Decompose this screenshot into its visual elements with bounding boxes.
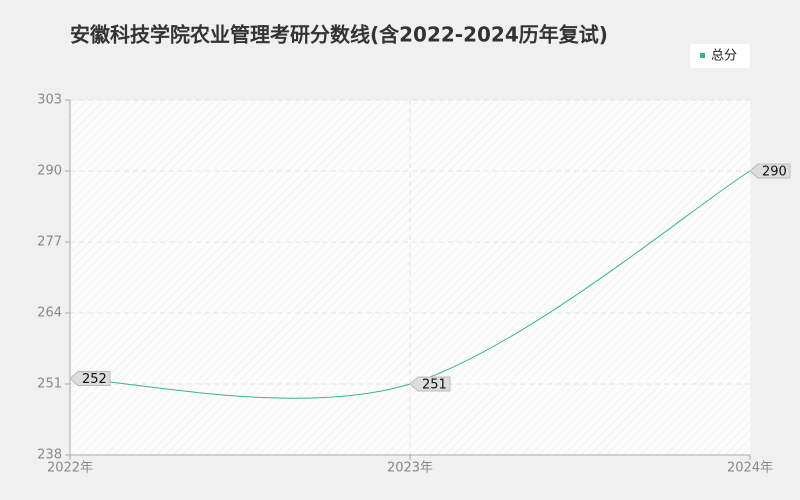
y-tick-label: 251	[37, 377, 62, 392]
y-tick-label: 238	[37, 448, 62, 463]
x-tick-label: 2022年	[47, 461, 93, 476]
y-tick-label: 264	[37, 306, 62, 321]
legend-label: 总分	[711, 49, 737, 64]
legend-swatch	[700, 53, 705, 58]
plot-area	[70, 100, 750, 455]
y-tick-label: 277	[37, 235, 62, 250]
value-label: 251	[422, 378, 447, 393]
value-label-tag	[409, 376, 451, 392]
legend-box	[690, 44, 750, 68]
value-label: 252	[82, 372, 107, 387]
chart-title: 安徽科技学院农业管理考研分数线(含2022-2024历年复试)	[70, 23, 608, 47]
x-tick-label: 2023年	[387, 461, 433, 476]
value-label: 290	[762, 165, 787, 180]
value-label-tag	[749, 163, 791, 179]
x-tick-label: 2024年	[727, 461, 773, 476]
y-tick-label: 303	[37, 93, 62, 108]
y-tick-label: 290	[37, 164, 62, 179]
value-label-tag	[69, 371, 111, 387]
